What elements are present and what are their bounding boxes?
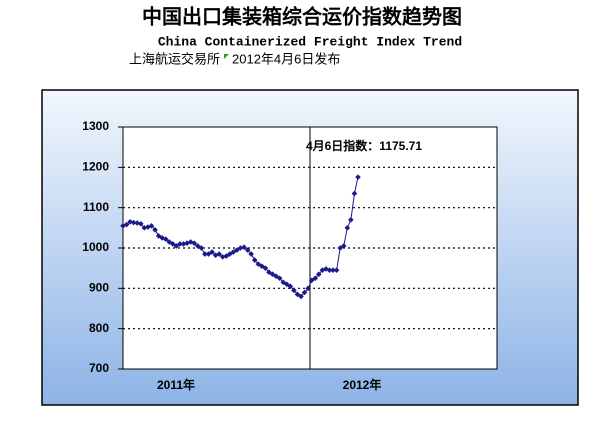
data-point	[323, 266, 329, 272]
data-point	[134, 220, 141, 226]
data-point	[251, 257, 258, 263]
data-point	[298, 293, 304, 300]
data-point	[276, 275, 283, 282]
data-point	[291, 287, 297, 294]
data-point	[141, 225, 148, 231]
data-point	[330, 267, 336, 273]
data-point	[351, 190, 358, 197]
data-point	[191, 240, 198, 246]
annotation: 4月6日指数：1175.71	[306, 138, 422, 153]
y-tick-label: 800	[89, 321, 109, 335]
data-point	[262, 265, 269, 271]
data-point	[273, 273, 279, 280]
data-point	[212, 252, 219, 259]
data-point	[355, 174, 361, 180]
chart-title: 中国出口集装箱综合运价指数趋势图	[142, 4, 462, 28]
data-point	[283, 281, 290, 288]
data-point	[138, 221, 144, 227]
data-point	[340, 243, 347, 249]
data-point	[148, 223, 155, 229]
data-point	[333, 267, 340, 273]
data-point	[216, 251, 222, 257]
data-point	[259, 263, 265, 269]
data-point	[187, 239, 194, 245]
chart-subtitle: China Containerized Freight Index Trend	[158, 34, 462, 49]
data-point	[227, 251, 233, 257]
data-point	[316, 271, 322, 278]
y-tick-label: 700	[89, 361, 109, 375]
data-point	[177, 241, 183, 247]
data-point	[301, 289, 308, 296]
data-point	[244, 247, 251, 253]
data-point	[152, 227, 158, 233]
data-point	[280, 279, 287, 286]
data-point	[198, 245, 205, 251]
data-point	[326, 267, 333, 273]
data-point	[287, 283, 294, 290]
data-point	[305, 285, 311, 292]
data-point	[120, 223, 126, 229]
y-tick-label: 1000	[82, 240, 109, 254]
publish-date: 2012年4月6日发布	[232, 51, 340, 66]
data-point	[209, 249, 215, 255]
data-point	[337, 245, 343, 251]
x-label: 2011年	[157, 377, 195, 392]
data-point	[348, 216, 354, 223]
data-point	[166, 239, 173, 245]
data-point	[248, 251, 254, 257]
y-tick-label: 900	[89, 281, 109, 295]
data-point	[205, 251, 212, 257]
y-tick-label: 1200	[82, 160, 109, 174]
data-point	[269, 271, 276, 278]
data-point	[202, 251, 208, 257]
data-point	[344, 225, 351, 231]
y-tick-label: 1300	[82, 119, 109, 133]
data-point	[145, 224, 151, 230]
marker-icon	[224, 54, 229, 59]
data-point	[162, 236, 169, 242]
data-point	[130, 219, 137, 226]
data-point	[312, 275, 319, 282]
data-point	[123, 221, 130, 228]
x-label: 2012年	[343, 377, 382, 392]
data-point	[155, 233, 162, 239]
source: 上海航运交易所	[129, 51, 220, 66]
data-point	[241, 244, 247, 250]
data-point	[170, 241, 176, 247]
y-tick-label: 1100	[83, 200, 109, 214]
data-point	[223, 253, 230, 259]
